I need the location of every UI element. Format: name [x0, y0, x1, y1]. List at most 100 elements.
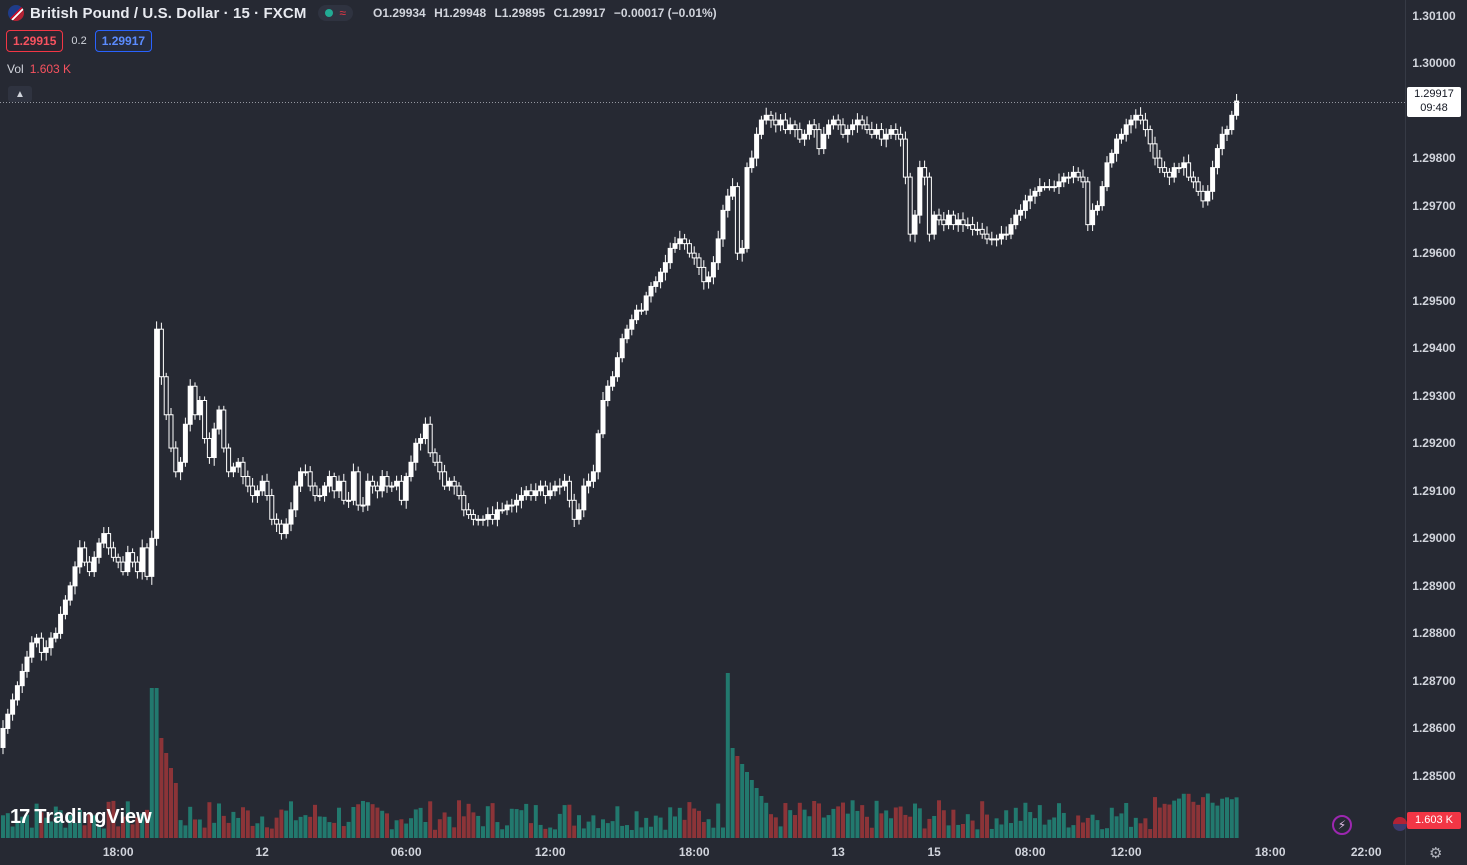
volume-bar	[879, 813, 884, 838]
volume-bar	[58, 810, 63, 838]
ohlc-low: L1.29895	[494, 6, 546, 20]
volume-bar	[44, 817, 49, 838]
candle-body	[811, 124, 817, 131]
candle-body	[931, 214, 937, 235]
candle-body	[1037, 186, 1043, 192]
market-status-pill[interactable]: ≈	[318, 5, 354, 21]
volume-bar	[1095, 820, 1100, 838]
volume-bar	[63, 827, 68, 838]
candle-body	[350, 471, 356, 501]
symbol-title[interactable]: British Pound / U.S. Dollar · 15 · FXCM	[30, 4, 307, 22]
candle-body	[0, 727, 6, 748]
volume-bar	[826, 815, 831, 838]
candle-body	[264, 480, 270, 497]
candle-body	[590, 471, 596, 482]
candle-body	[869, 129, 875, 135]
candle-body	[432, 452, 438, 463]
candle-body	[965, 224, 971, 227]
volume-bar	[845, 813, 850, 838]
volume-bar	[937, 800, 941, 838]
volume-bar	[596, 828, 601, 838]
candle-body	[600, 400, 606, 435]
tradingview-logo[interactable]: 17 TradingView	[10, 806, 152, 829]
candle-body	[158, 328, 164, 378]
sell-button[interactable]: 1.29915	[6, 30, 64, 52]
candle-body	[782, 119, 788, 131]
candle-body	[946, 214, 952, 226]
candle-body	[730, 186, 736, 197]
candle-body	[638, 309, 644, 312]
volume-bar	[25, 814, 29, 838]
candle-body	[840, 124, 846, 135]
volume-bar	[922, 828, 927, 838]
volume-bar	[49, 821, 53, 838]
candle-body	[715, 238, 721, 264]
chevron-up-icon[interactable]: ▲	[8, 86, 32, 102]
volume-bar	[221, 815, 226, 838]
volume-bar	[173, 783, 178, 838]
candle-body	[494, 509, 500, 520]
candle-body	[312, 485, 318, 497]
volume-bar	[135, 817, 140, 838]
candle-body	[1214, 148, 1220, 169]
volume-bar	[260, 816, 265, 838]
candle-body	[374, 485, 380, 492]
volume-bar	[265, 827, 269, 838]
candle-body	[408, 461, 414, 478]
candle-body	[101, 533, 107, 544]
volume-bar	[932, 815, 937, 838]
volume-label[interactable]: Vol	[7, 62, 24, 76]
usd-flag-icon[interactable]	[1393, 817, 1407, 831]
volume-bar	[1066, 827, 1071, 838]
volume-bar	[548, 827, 553, 838]
volume-bar	[385, 813, 389, 838]
volume-bar	[1033, 818, 1037, 838]
candle-body	[302, 471, 308, 474]
candle-body	[1080, 176, 1086, 183]
candle-body	[619, 338, 625, 359]
ohlc-values: O1.29934 H1.29948 L1.29895 C1.29917 −0.0…	[373, 6, 722, 20]
volume-bar	[140, 813, 145, 838]
candle-body	[1051, 186, 1057, 189]
gear-icon[interactable]: ⚙	[1429, 845, 1443, 862]
buy-button[interactable]: 1.29917	[94, 30, 153, 52]
volume-bar	[476, 815, 481, 838]
bolt-icon[interactable]: ⚡	[1332, 815, 1352, 835]
candle-body	[456, 485, 462, 497]
volume-bar	[241, 807, 245, 838]
candle-body	[912, 214, 918, 235]
candle-body	[888, 129, 894, 135]
volume-bar	[116, 826, 121, 838]
volume-bar	[418, 807, 423, 838]
volume-bar	[1076, 815, 1081, 838]
volume-bar	[145, 809, 149, 838]
candle-body	[34, 637, 40, 644]
candle-body	[878, 129, 884, 140]
volume-bar	[673, 816, 677, 838]
candle-body	[1210, 167, 1216, 192]
price-tick-label: 1.29600	[1412, 246, 1456, 261]
volume-bar	[82, 825, 87, 838]
volume-bar	[490, 803, 495, 838]
volume-bar	[303, 815, 308, 838]
candle-body	[250, 485, 256, 497]
volume-bar	[999, 824, 1004, 838]
volume-bar	[289, 801, 293, 838]
candle-body	[173, 447, 179, 473]
volume-bar	[500, 829, 505, 838]
price-tick-label: 1.29000	[1412, 531, 1456, 546]
volume-bar	[586, 821, 591, 838]
volume-bar	[956, 824, 961, 838]
volume-bar	[1114, 816, 1119, 838]
candle-body	[211, 428, 217, 459]
candle-body	[624, 328, 630, 340]
volume-bar	[226, 822, 231, 838]
candle-body	[1099, 186, 1105, 207]
candle-body	[533, 490, 539, 497]
volume-bar	[457, 800, 461, 838]
candle-body	[48, 637, 54, 649]
candle-body	[120, 561, 126, 573]
candle-body	[1138, 114, 1144, 121]
volume-bar	[740, 764, 745, 838]
